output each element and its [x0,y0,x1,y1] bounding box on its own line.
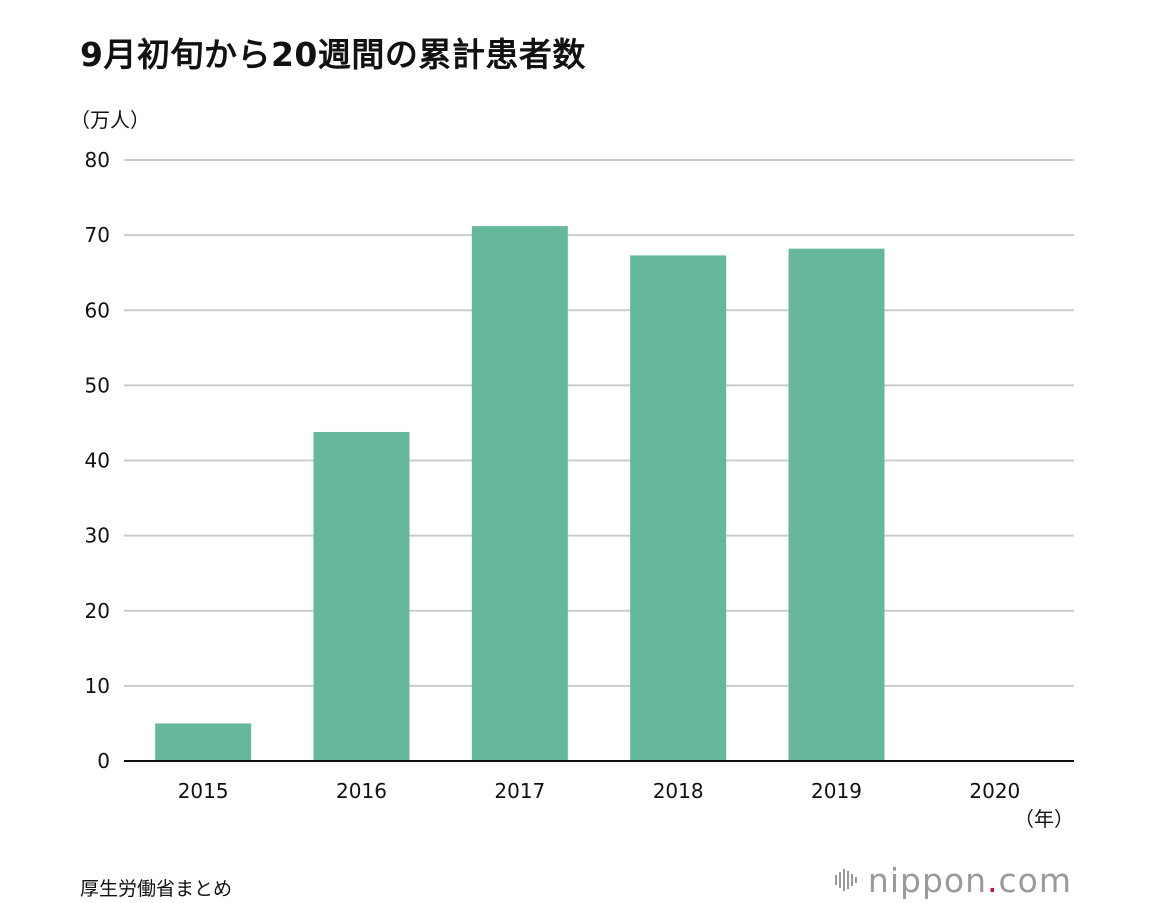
y-tick-label: 60 [85,298,110,322]
y-tick-label: 30 [85,524,110,548]
x-tick-label-2020: 2020 [969,779,1020,803]
sound-bars-icon [834,869,857,891]
bar-2018 [630,255,727,761]
x-tick-label-2015: 2015 [178,779,229,803]
x-axis-unit: （年） [1014,807,1074,831]
y-tick-label: 70 [85,223,110,247]
nippon-com-logo: nippon.com [834,860,1072,900]
bar-2019 [788,248,885,761]
bar-2016 [313,431,410,761]
x-tick-label-2019: 2019 [811,779,862,803]
brand-suffix: com [998,860,1072,900]
bar-2017 [471,226,568,762]
x-tick-label-2018: 2018 [653,779,704,803]
chart-title: 9月初旬から20週間の累計患者数 [80,35,586,74]
x-tick-label-2016: 2016 [336,779,387,803]
gridlines [124,159,1074,687]
y-axis-unit: （万人） [70,108,150,132]
x-tick-label-2017: 2017 [494,779,545,803]
y-tick-label: 0 [97,749,110,773]
y-tick-label: 10 [85,674,110,698]
y-tick-label: 80 [85,148,110,172]
bars [155,226,885,762]
y-tick-label: 50 [85,373,110,397]
source-note: 厚生労働省まとめ [80,878,233,900]
y-tick-label: 20 [85,599,110,623]
y-tick-label: 40 [85,449,110,473]
bar-2015 [155,723,252,761]
x-tick-labels: 2015 2016 2017 2018 2019 2020 [178,779,1021,803]
brand-dot: . [987,860,999,900]
y-tick-labels: 0 10 20 30 40 50 60 70 80 [85,148,110,773]
brand-name: nippon [867,860,988,900]
